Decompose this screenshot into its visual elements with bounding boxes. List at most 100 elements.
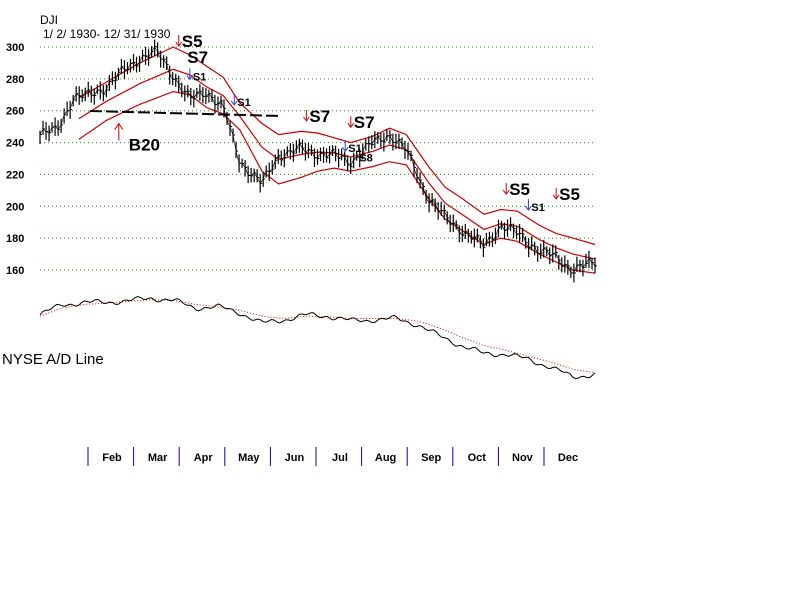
price-connector [453, 222, 457, 226]
price-connector [582, 263, 587, 268]
price-connector [362, 143, 367, 153]
price-connector [356, 156, 360, 159]
price-connector [579, 264, 584, 268]
signal-arrowhead-3 [230, 100, 238, 106]
price-connector [480, 241, 484, 248]
y-axis-ticks: 160 180 200 220 240 260 280 300 [6, 42, 24, 277]
middle-band [78, 68, 596, 260]
price-connector [462, 231, 466, 236]
price-connector [226, 120, 231, 127]
month-label-nov: Nov [512, 452, 534, 464]
price-connector [157, 51, 161, 60]
price-connector [305, 149, 309, 153]
price-connector [489, 236, 493, 240]
price-connector [416, 177, 421, 181]
price-connector [335, 153, 339, 159]
price-connector [419, 179, 424, 187]
price-connector [386, 134, 390, 137]
signal-label-11: S5 [559, 185, 580, 204]
price-connector [42, 128, 47, 132]
month-label-sep: Sep [421, 452, 441, 464]
price-connector [281, 157, 285, 161]
price-connector [256, 177, 261, 184]
price-connector [115, 72, 119, 81]
price-connector [166, 64, 170, 76]
price-connector [69, 99, 74, 110]
price-connector [561, 264, 565, 267]
price-connector [293, 147, 297, 154]
price-connector [374, 135, 379, 140]
signal-arrowhead-7 [341, 146, 349, 152]
month-label-jun: Jun [285, 452, 305, 464]
signal-arrowhead-4 [114, 122, 124, 130]
month-label-oct: Oct [468, 452, 487, 464]
price-connector [549, 253, 553, 256]
price-connector [395, 139, 400, 144]
price-connector [235, 150, 240, 164]
price-connector [326, 153, 330, 158]
price-connector [163, 59, 167, 65]
price-connector [94, 89, 98, 96]
price-connector [540, 247, 544, 254]
price-connector [199, 91, 204, 97]
price-connector [88, 89, 92, 96]
price-connector [498, 224, 502, 229]
signal-label-0: S5 [182, 32, 203, 51]
price-connector [425, 197, 430, 203]
y-tick-label-280: 280 [6, 74, 24, 86]
price-connector [434, 203, 439, 212]
signal-label-3: S1 [237, 97, 250, 109]
price-connector [76, 93, 80, 97]
price-connector [317, 152, 321, 159]
ad-line [39, 295, 596, 380]
price-connector [359, 151, 364, 159]
price-connector [72, 93, 77, 100]
price-connector [468, 233, 472, 240]
price-connector [48, 127, 53, 133]
signal-arrowhead-5 [302, 116, 310, 122]
price-connector [519, 233, 523, 235]
price-connector [271, 160, 276, 170]
price-connector [567, 265, 572, 274]
price-connector [401, 143, 406, 151]
price-connector [516, 233, 520, 235]
y-tick-label-160: 160 [6, 265, 24, 277]
ad-line-series [39, 295, 596, 380]
price-connector [320, 152, 324, 155]
price-connector [175, 78, 180, 85]
price-connector [60, 114, 65, 125]
month-label-mar: Mar [148, 452, 168, 464]
price-connector [63, 110, 68, 115]
price-connector [269, 169, 273, 172]
price-connector [232, 134, 237, 152]
y-tick-label-180: 180 [6, 233, 24, 245]
upper-band [78, 46, 596, 246]
price-connector [483, 241, 487, 248]
price-connector [501, 224, 505, 231]
price-connector [136, 62, 140, 67]
price-connector [443, 210, 448, 219]
price-connector [555, 252, 560, 261]
price-connector [513, 228, 517, 235]
price-connector [130, 62, 134, 64]
signal-arrowhead-10 [525, 205, 532, 211]
price-connector [413, 167, 418, 178]
price-connector [428, 199, 433, 203]
price-connector [531, 244, 535, 248]
price-connector [510, 224, 514, 229]
price-connector [148, 51, 152, 58]
price-connector [522, 234, 526, 243]
price-connector [278, 155, 282, 161]
price-connector [585, 258, 590, 264]
price-connector [350, 158, 354, 167]
price-connector [178, 84, 183, 93]
price-connector [79, 95, 83, 98]
ad-line-moving-average [39, 299, 596, 374]
price-connector [184, 90, 188, 93]
price-connector [588, 258, 593, 263]
price-connector [459, 232, 463, 236]
price-connector [380, 140, 384, 143]
price-series [39, 39, 597, 283]
y-tick-label-240: 240 [6, 138, 24, 150]
